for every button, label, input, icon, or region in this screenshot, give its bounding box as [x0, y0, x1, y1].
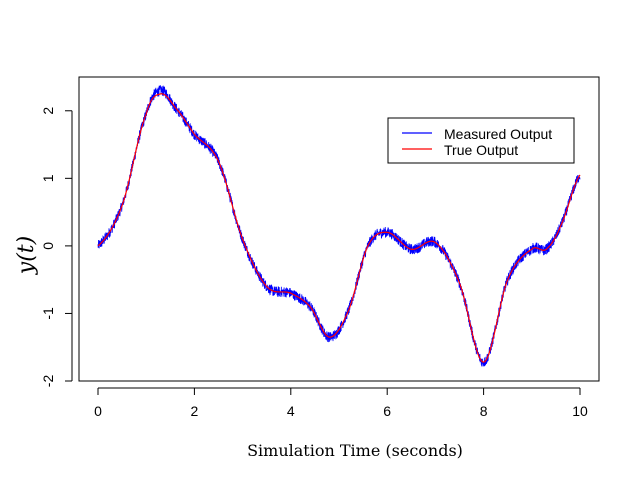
plot-frame	[78, 76, 600, 382]
y-tick-label: -2	[40, 375, 56, 388]
legend-label-measured: Measured Output	[444, 126, 552, 142]
x-axis-title: Simulation Time (seconds)	[247, 441, 463, 460]
x-tick-label: 8	[480, 403, 488, 419]
legend-label-true: True Output	[444, 142, 518, 158]
x-axis: 0 2 4 6 8 10	[94, 387, 588, 419]
y-tick-label: -1	[40, 307, 56, 320]
y-tick-label: 0	[40, 242, 56, 250]
y-axis: -2 -1 0 1 2	[40, 107, 73, 388]
series-line-true-output	[97, 93, 581, 363]
x-tick-label: 0	[94, 403, 102, 419]
y-axis-title: y(t)	[14, 236, 39, 275]
legend-box	[387, 117, 575, 164]
legend: Measured Output True Output	[387, 117, 575, 164]
x-tick-label: 2	[191, 403, 199, 419]
y-tick-label: 1	[40, 174, 56, 182]
x-tick-label: 4	[287, 403, 295, 419]
series-layer	[97, 85, 581, 367]
x-tick-label: 6	[383, 403, 391, 419]
x-tick-label: 10	[572, 403, 588, 419]
y-tick-label: 2	[40, 107, 56, 115]
